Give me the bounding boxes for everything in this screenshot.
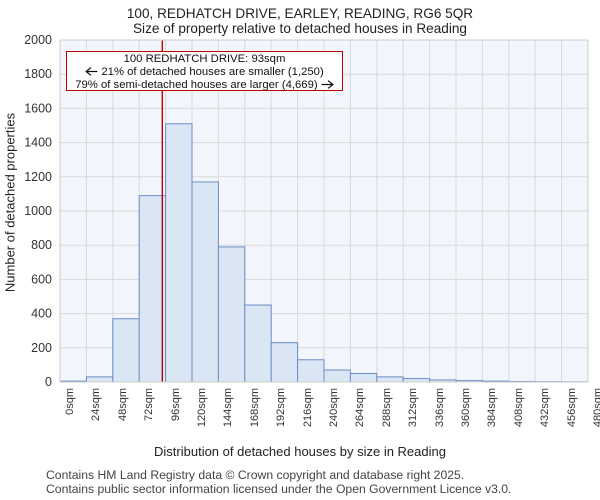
svg-text:0: 0 [45,375,52,389]
svg-text:600: 600 [31,272,52,286]
svg-text:400: 400 [31,307,52,321]
svg-text:1200: 1200 [24,170,52,184]
svg-text:1600: 1600 [24,101,52,115]
svg-text:1400: 1400 [24,136,52,150]
svg-text:1800: 1800 [24,67,52,81]
svg-text:800: 800 [31,238,52,252]
svg-text:200: 200 [31,341,52,355]
svg-text:1000: 1000 [24,204,52,218]
